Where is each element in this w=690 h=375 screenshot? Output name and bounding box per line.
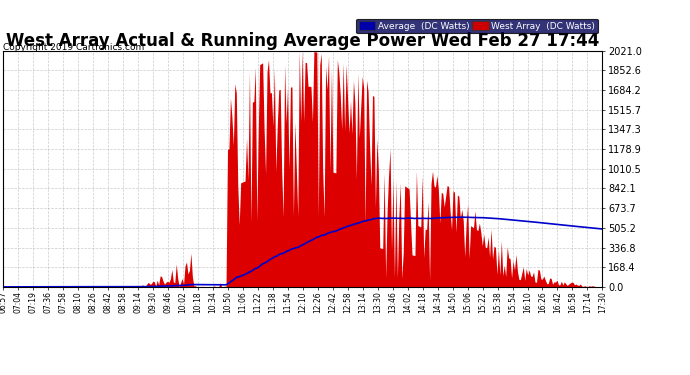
Title: West Array Actual & Running Average Power Wed Feb 27 17:44: West Array Actual & Running Average Powe… (6, 33, 600, 51)
Legend: Average  (DC Watts), West Array  (DC Watts): Average (DC Watts), West Array (DC Watts… (356, 18, 598, 33)
Text: Copyright 2019 Cartronics.com: Copyright 2019 Cartronics.com (3, 43, 145, 52)
